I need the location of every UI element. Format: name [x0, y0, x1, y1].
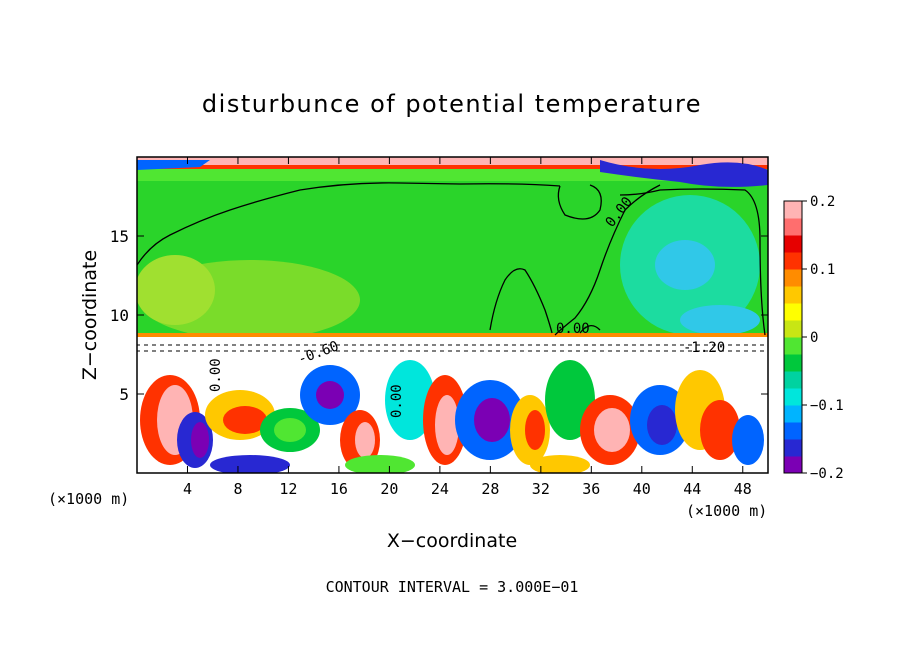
top-right-turbulence: [600, 160, 768, 187]
x-axis: 4 8 12 16 20 24 28 32 36 40 44 48: [183, 157, 752, 498]
colorbar-swatch: [784, 371, 802, 389]
y-tick-label: 15: [110, 227, 129, 246]
chart-title: disturbunce of potential temperature: [202, 90, 702, 118]
x-axis-label: X−coordinate: [387, 530, 517, 552]
cyan-region-core: [655, 240, 715, 290]
colorbar-swatch: [784, 320, 802, 338]
top-band: [137, 157, 768, 165]
eddy: [191, 422, 209, 458]
top-band-2: [137, 165, 768, 169]
x-tick-label: 8: [233, 480, 242, 498]
colorbar-tick-label: 0.2: [810, 194, 835, 210]
x-tick-label: 28: [481, 480, 499, 498]
eddy: [594, 408, 630, 452]
eddy: [435, 395, 459, 455]
eddy: [223, 406, 267, 434]
x-tick-label: 16: [330, 480, 348, 498]
eddy: [355, 422, 375, 458]
cyan-region-low: [680, 305, 760, 335]
colorbar-swatch: [784, 286, 802, 304]
x-tick-label: 24: [431, 480, 449, 498]
colorbar-swatch: [784, 303, 802, 321]
contour-lines: [137, 182, 766, 336]
contour-interval-caption: CONTOUR INTERVAL = 3.000E−01: [326, 578, 579, 596]
x-tick-label: 4: [183, 480, 192, 498]
colorbar-swatch: [784, 405, 802, 423]
colorbar-swatch: [784, 201, 802, 219]
plot-area: [137, 157, 768, 473]
x-tick-label: 48: [734, 480, 752, 498]
colorbar-tick-label: 0.1: [810, 262, 835, 278]
y-tick-label: 5: [119, 385, 129, 404]
x-tick-label: 40: [633, 480, 651, 498]
eddy: [210, 455, 290, 473]
lower-eddies: [140, 360, 764, 473]
colorbar-ticks: 0.2 0.1 0 −0.1 −0.2: [802, 194, 844, 482]
eddy: [274, 418, 306, 442]
x-tick-label: 32: [532, 480, 550, 498]
eddy: [530, 455, 590, 473]
interface-band: [137, 333, 768, 337]
eddy: [732, 415, 764, 465]
colorbar-swatch: [784, 456, 802, 474]
colorbar-tick-label: −0.2: [810, 466, 844, 482]
colorbar-tick-label: 0: [810, 330, 818, 346]
colorbar-swatch: [784, 354, 802, 372]
colorbar-swatch: [784, 269, 802, 287]
colorbar-swatch: [784, 218, 802, 236]
eddy: [647, 405, 677, 445]
colorbar-swatch: [784, 439, 802, 457]
contour-label: 0.00: [389, 384, 405, 418]
x-tick-label: 44: [683, 480, 701, 498]
eddy: [700, 400, 740, 460]
contour-label: -1.20: [683, 340, 725, 356]
colorbar-swatch: [784, 388, 802, 406]
colorbar-swatch: [784, 252, 802, 270]
x-unit-label-right: (×1000 m): [686, 502, 767, 520]
eddy: [474, 398, 510, 442]
x-tick-label: 36: [582, 480, 600, 498]
colorbar-tick-label: −0.1: [810, 398, 844, 414]
interface-hatch: [137, 340, 768, 356]
y-axis: 5 10 15: [110, 227, 768, 404]
eddy: [525, 410, 545, 450]
top-left-turbulence: [137, 160, 210, 170]
eddy: [385, 360, 435, 440]
eddy: [316, 381, 344, 409]
colorbar: [784, 201, 802, 474]
contour-label: 0.00: [556, 321, 590, 337]
y-axis-label: Z−coordinate: [79, 250, 101, 380]
x-tick-label: 20: [380, 480, 398, 498]
eddy: [345, 455, 415, 473]
x-unit-label-left: (×1000 m): [48, 490, 129, 508]
upper-light-region-2: [137, 255, 215, 325]
colorbar-swatch: [784, 422, 802, 440]
y-tick-label: 10: [110, 306, 129, 325]
contour-label: 0.00: [208, 358, 224, 392]
colorbar-swatch: [784, 235, 802, 253]
x-tick-label: 12: [279, 480, 297, 498]
colorbar-swatch: [784, 337, 802, 355]
